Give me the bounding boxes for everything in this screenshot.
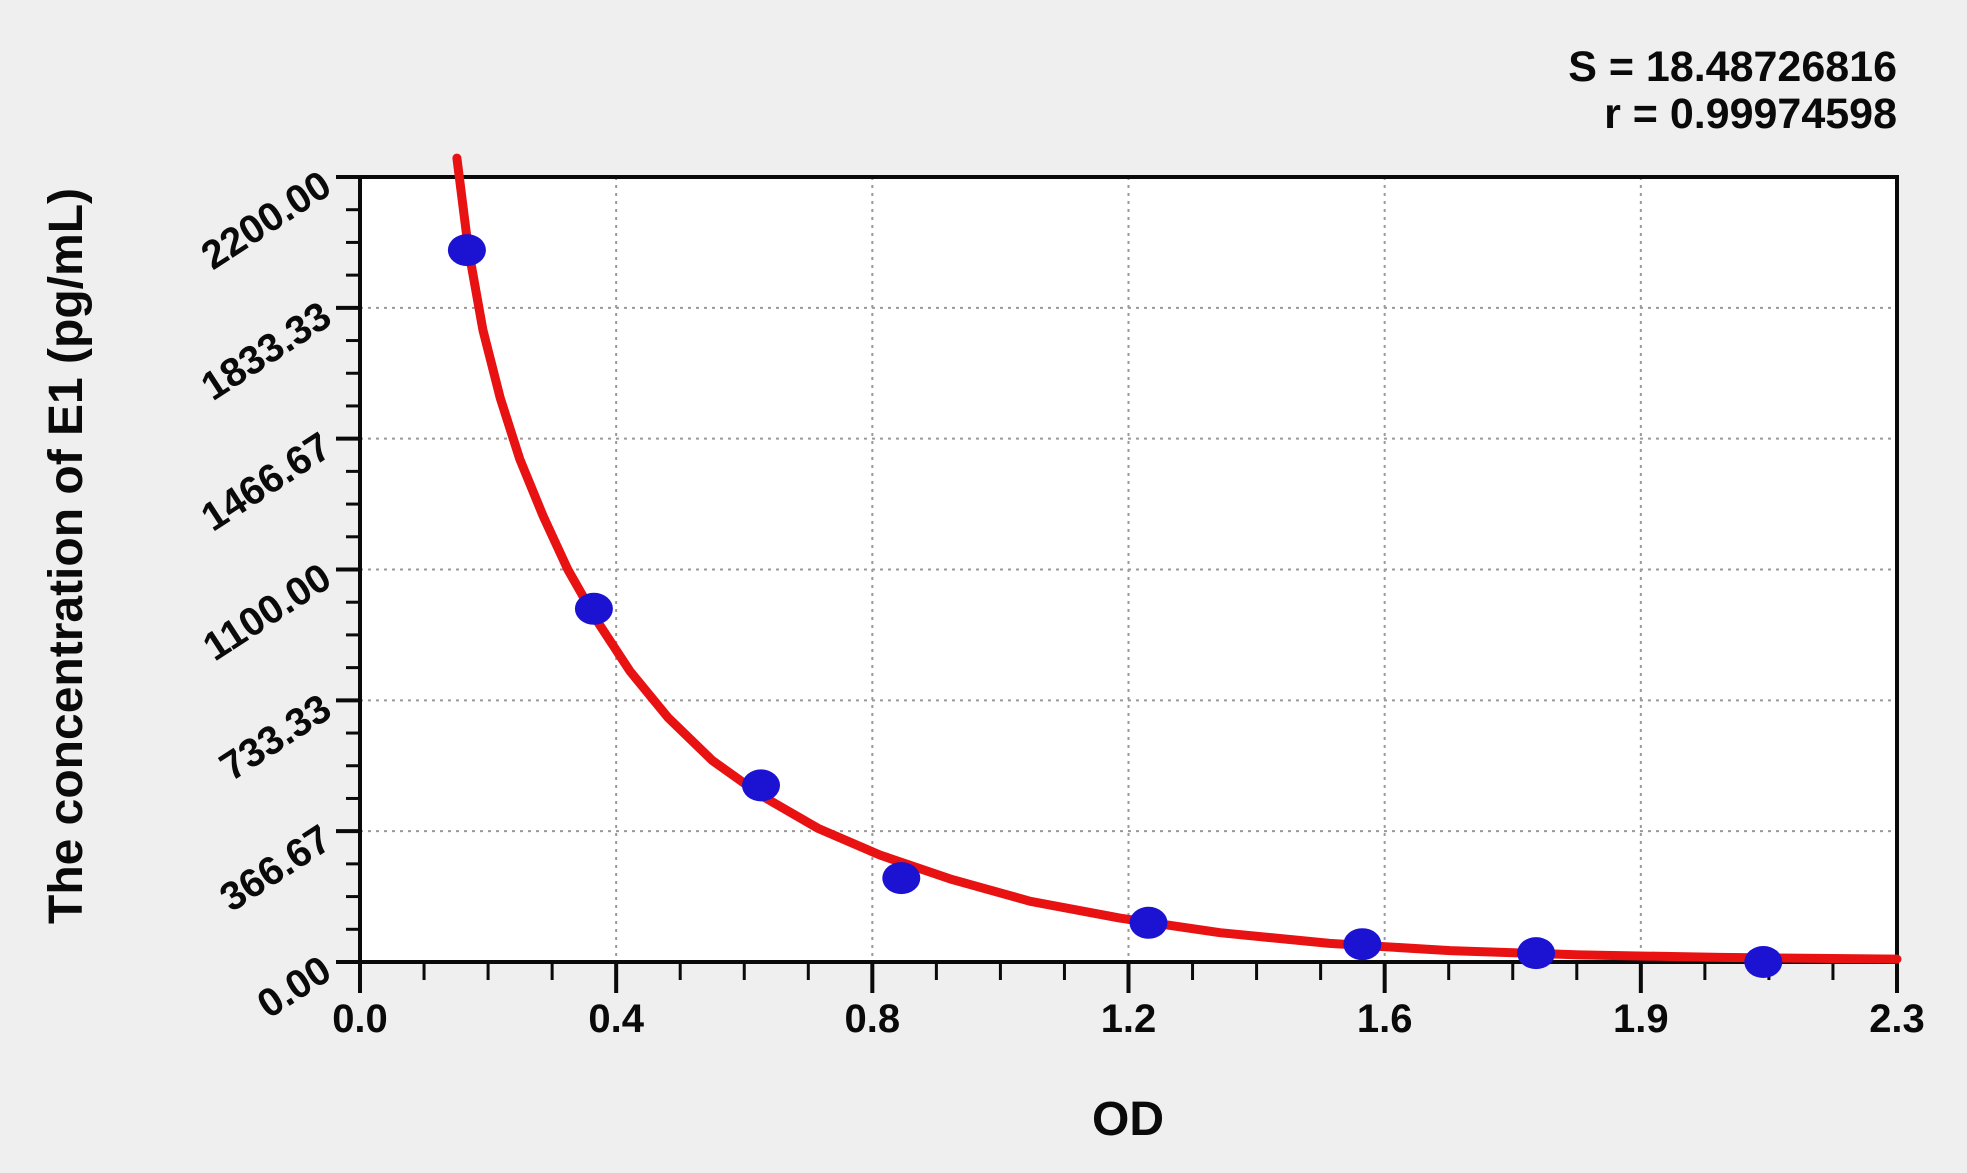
data-point (1129, 906, 1168, 939)
y-axis-title: The concentration of E1 (pg/mL) (40, 188, 93, 924)
data-point (882, 862, 921, 895)
x-tick-label: 1.2 (1101, 997, 1157, 1041)
y-tick-labels: 0.00 366.67 733.33 1100.00 1466.67 1833.33 220… (194, 163, 339, 1027)
y-tick-label: 1833.33 (194, 293, 339, 409)
y-tick-label: 0.00 (250, 948, 339, 1027)
x-tick-label: 2.3 (1869, 997, 1925, 1041)
plot-frame (358, 175, 1899, 964)
data-point (1744, 946, 1783, 978)
gridlines (360, 177, 1897, 962)
x-tick-label: 0.0 (332, 997, 388, 1041)
x-tick-label: 1.9 (1613, 997, 1669, 1041)
y-tick-label: 2200.00 (194, 163, 339, 279)
y-tick-label: 366.67 (212, 817, 339, 921)
data-point (1517, 937, 1556, 970)
data-point (1343, 928, 1382, 961)
stat-s-value: S = 18.48726816 (1568, 43, 1897, 91)
data-points (447, 234, 1783, 978)
axis-ticks (336, 175, 1899, 993)
x-tick-labels: 0.0 0.4 0.8 1.2 1.6 1.9 2.3 (332, 997, 1925, 1041)
data-point (574, 592, 613, 625)
y-tick-label: 733.33 (212, 686, 339, 790)
data-point (447, 234, 486, 267)
x-tick-label: 1.6 (1357, 997, 1413, 1041)
x-tick-label: 0.8 (845, 997, 901, 1041)
x-tick-label: 0.4 (588, 997, 644, 1041)
x-axis-title: OD (1092, 1093, 1164, 1146)
y-tick-label: 1466.67 (194, 424, 339, 540)
y-tick-label: 1100.00 (196, 555, 339, 669)
data-point (742, 769, 780, 802)
stat-r-value: r = 0.99974598 (1604, 90, 1897, 138)
